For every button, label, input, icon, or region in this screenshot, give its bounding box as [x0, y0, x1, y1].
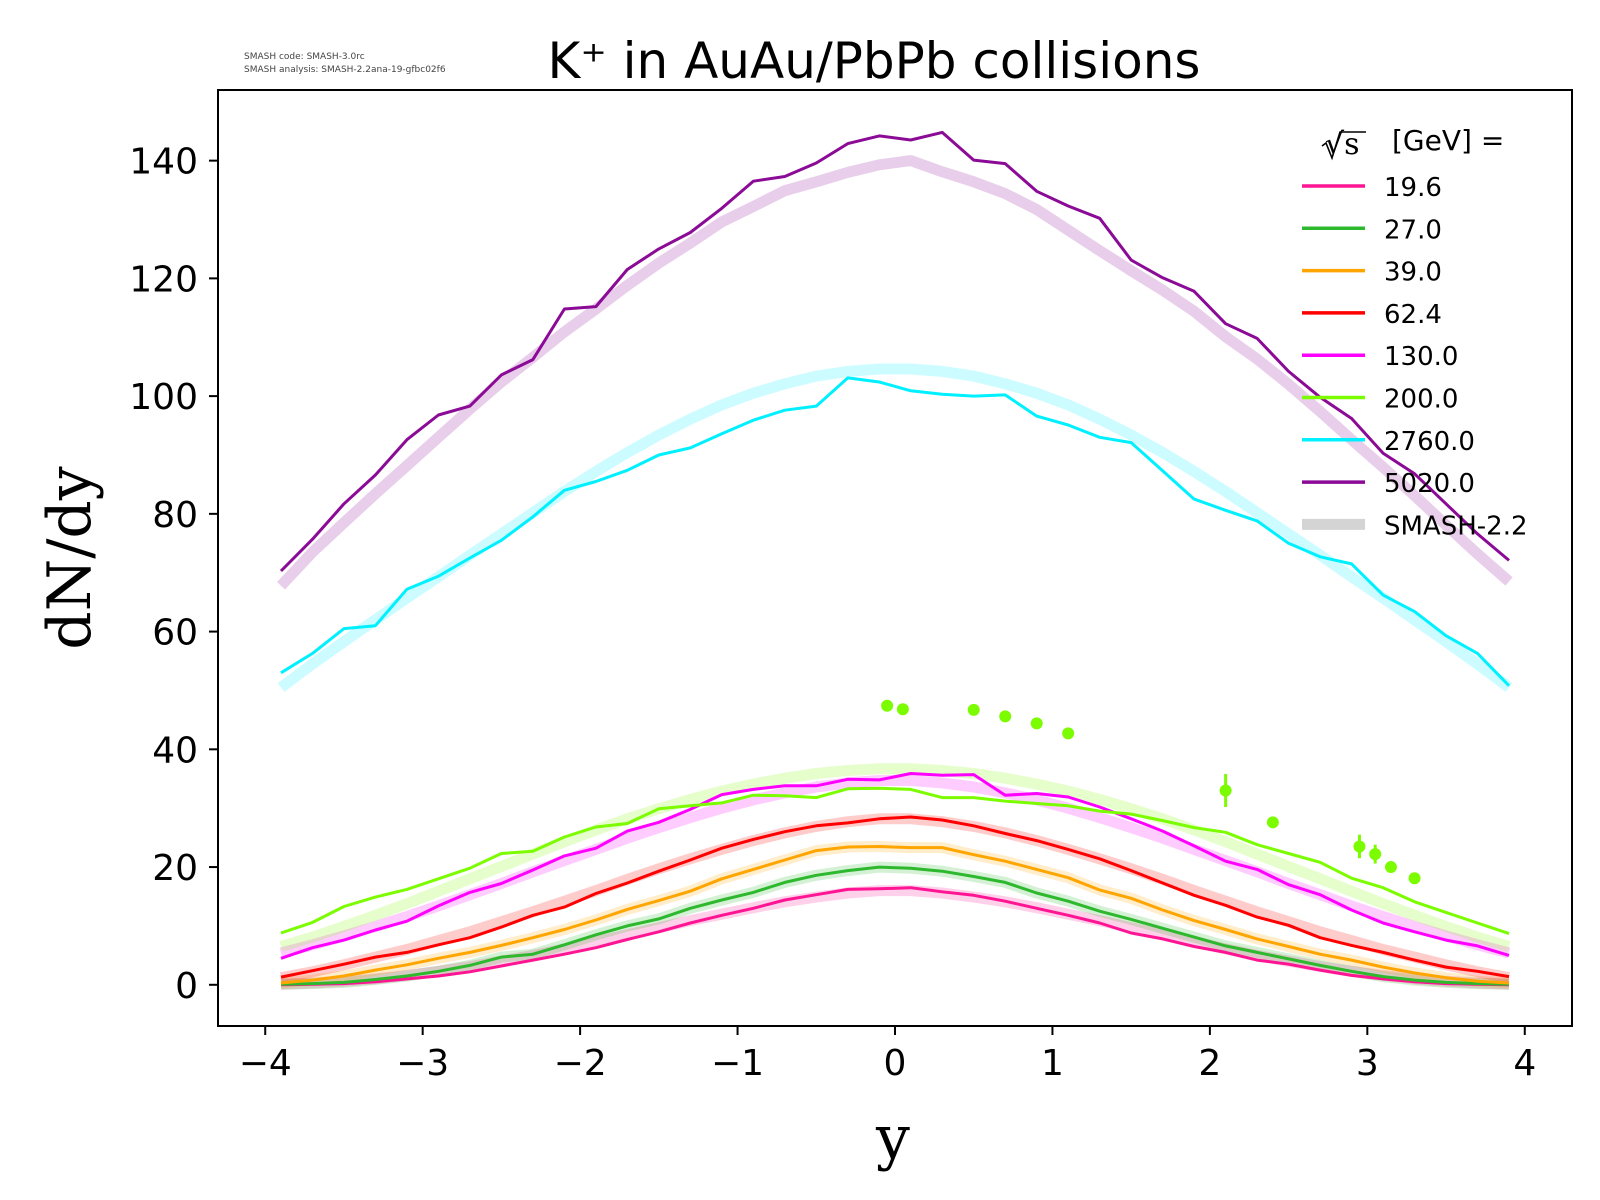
series-line-200.0 — [280, 786, 1510, 936]
legend-label: 27.0 — [1384, 215, 1442, 245]
y-tick-label: 120 — [129, 259, 198, 300]
x-tick-label: 2 — [1198, 1043, 1221, 1084]
legend-label: 200.0 — [1384, 385, 1458, 415]
series-lines — [279, 130, 1511, 987]
y-axis-label: dN/dy — [35, 466, 105, 650]
exp-point — [1062, 727, 1075, 740]
y-tick-label: 80 — [152, 495, 198, 536]
series-line-130.0 — [280, 772, 1510, 960]
series-line-27.0 — [280, 865, 1510, 986]
series-line-2760.0 — [280, 376, 1511, 687]
y-tick-label: 0 — [175, 966, 198, 1007]
legend: √s [GeV] = 19.627.039.062.4130.0200.0276… — [1302, 124, 1528, 541]
legend-label: 62.4 — [1384, 300, 1442, 330]
x-tick-label: −2 — [554, 1043, 607, 1084]
smash-code-note: SMASH code: SMASH-3.0rc — [244, 52, 365, 62]
legend-title: [GeV] = — [1392, 124, 1504, 157]
smash-ref-line-19.6 — [280, 885, 1510, 990]
x-axis-label: y — [875, 1103, 910, 1173]
exp-point — [1030, 717, 1043, 730]
series-line-62.4 — [280, 815, 1510, 979]
series-line-39.0 — [280, 845, 1510, 985]
exp-point — [999, 710, 1012, 723]
y-tick-label: 100 — [129, 377, 198, 418]
x-tick-label: −4 — [239, 1043, 292, 1084]
chart-title: K⁺ in AuAu/PbPb collisions — [548, 32, 1201, 90]
smash-ref-line-200.0 — [279, 763, 1511, 952]
series-line-5020.0 — [279, 130, 1510, 573]
y-axis-ticks: 0 20 40 60 80 100 120 140 — [129, 142, 218, 1007]
exp-point — [1266, 816, 1279, 829]
x-tick-label: 4 — [1513, 1043, 1536, 1084]
exp-point — [1369, 848, 1382, 861]
y-tick-label: 40 — [152, 730, 198, 771]
legend-label: 130.0 — [1384, 342, 1458, 372]
exp-point — [896, 703, 909, 716]
legend-label: 2760.0 — [1384, 427, 1475, 457]
x-tick-label: −1 — [711, 1043, 764, 1084]
x-tick-label: 3 — [1356, 1043, 1379, 1084]
y-tick-label: 20 — [152, 848, 198, 889]
smash-ref-line-2760.0 — [277, 363, 1513, 692]
exp-point — [881, 699, 894, 712]
legend-entries: 19.6 27.0 39.0 62.4 130.0 200.0 2760.0 5020.0 SM… — [1302, 173, 1528, 541]
legend-label: 39.0 — [1384, 258, 1442, 288]
exp-point — [967, 703, 980, 716]
legend-label: SMASH-2.2 — [1384, 511, 1528, 541]
legend-label: 5020.0 — [1384, 469, 1475, 499]
series-line-19.6 — [280, 886, 1510, 987]
exp-point — [1408, 872, 1421, 885]
y-tick-label: 140 — [129, 142, 198, 183]
legend-sqrt-radical — [1321, 131, 1366, 161]
exp-point — [1219, 784, 1232, 797]
exp-point — [1353, 840, 1366, 853]
y-tick-label: 60 — [152, 613, 198, 654]
x-tick-label: 1 — [1041, 1043, 1064, 1084]
smash-analysis-note: SMASH analysis: SMASH-2.2ana-19-gfbc02f6 — [244, 65, 446, 75]
experimental-points-200 — [881, 699, 1421, 885]
x-tick-label: −3 — [396, 1043, 449, 1084]
x-axis-ticks: −4 −3 −2 −1 0 1 2 3 4 — [239, 1026, 1536, 1084]
smash-reference-curves — [276, 155, 1513, 990]
x-tick-label: 0 — [884, 1043, 907, 1084]
exp-point — [1384, 861, 1397, 874]
legend-label: 19.6 — [1384, 173, 1442, 203]
